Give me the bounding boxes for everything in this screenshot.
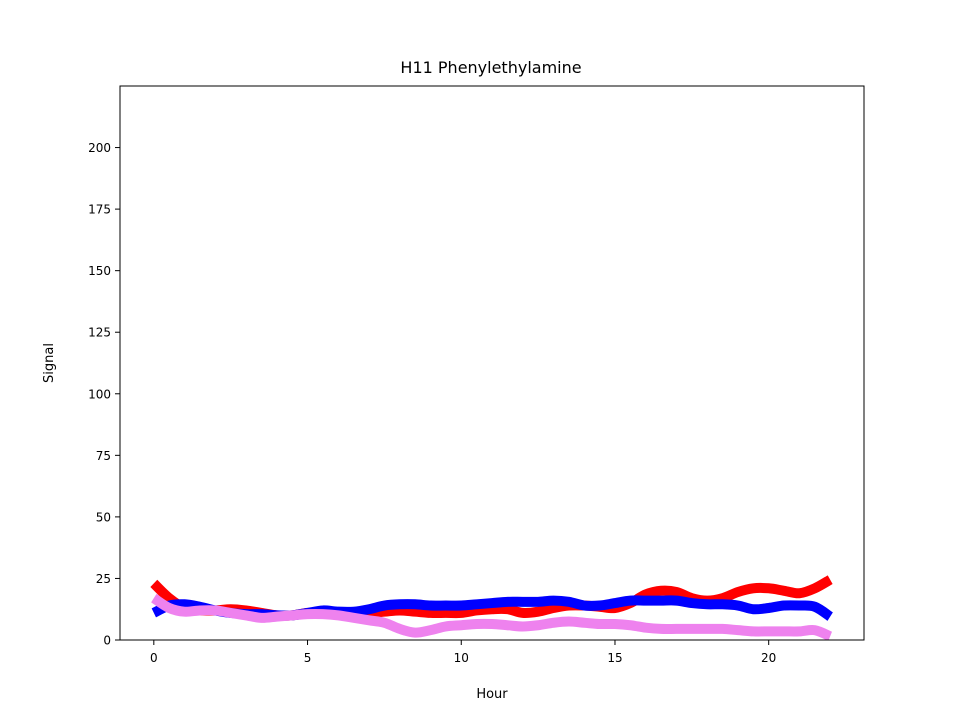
x-axis-label: Hour xyxy=(476,687,508,702)
x-tick-label: 5 xyxy=(304,651,312,665)
y-tick-label: 25 xyxy=(96,572,111,586)
y-tick-label: 125 xyxy=(88,326,111,340)
y-tick-label: 200 xyxy=(88,141,111,155)
x-tick-label: 20 xyxy=(761,651,776,665)
x-axis: 0 5 10 15 20 xyxy=(150,640,776,665)
x-tick-label: 10 xyxy=(454,651,469,665)
y-tick-label: 0 xyxy=(103,634,111,648)
y-tick-label: 150 xyxy=(88,264,111,278)
y-tick-label: 100 xyxy=(88,387,111,401)
y-tick-label: 175 xyxy=(88,203,111,217)
chart-title: H11 Phenylethylamine xyxy=(400,58,581,77)
y-axis: 0 25 50 75 100 125 150 175 200 xyxy=(88,141,120,648)
series-line-3 xyxy=(151,593,833,640)
plot-frame xyxy=(119,85,865,641)
y-tick-label: 75 xyxy=(96,449,111,463)
y-tick-label: 50 xyxy=(96,510,111,524)
x-tick-label: 0 xyxy=(150,651,158,665)
y-axis-label: Signal xyxy=(42,343,57,383)
plot-area xyxy=(150,575,834,640)
x-tick-label: 15 xyxy=(607,651,622,665)
